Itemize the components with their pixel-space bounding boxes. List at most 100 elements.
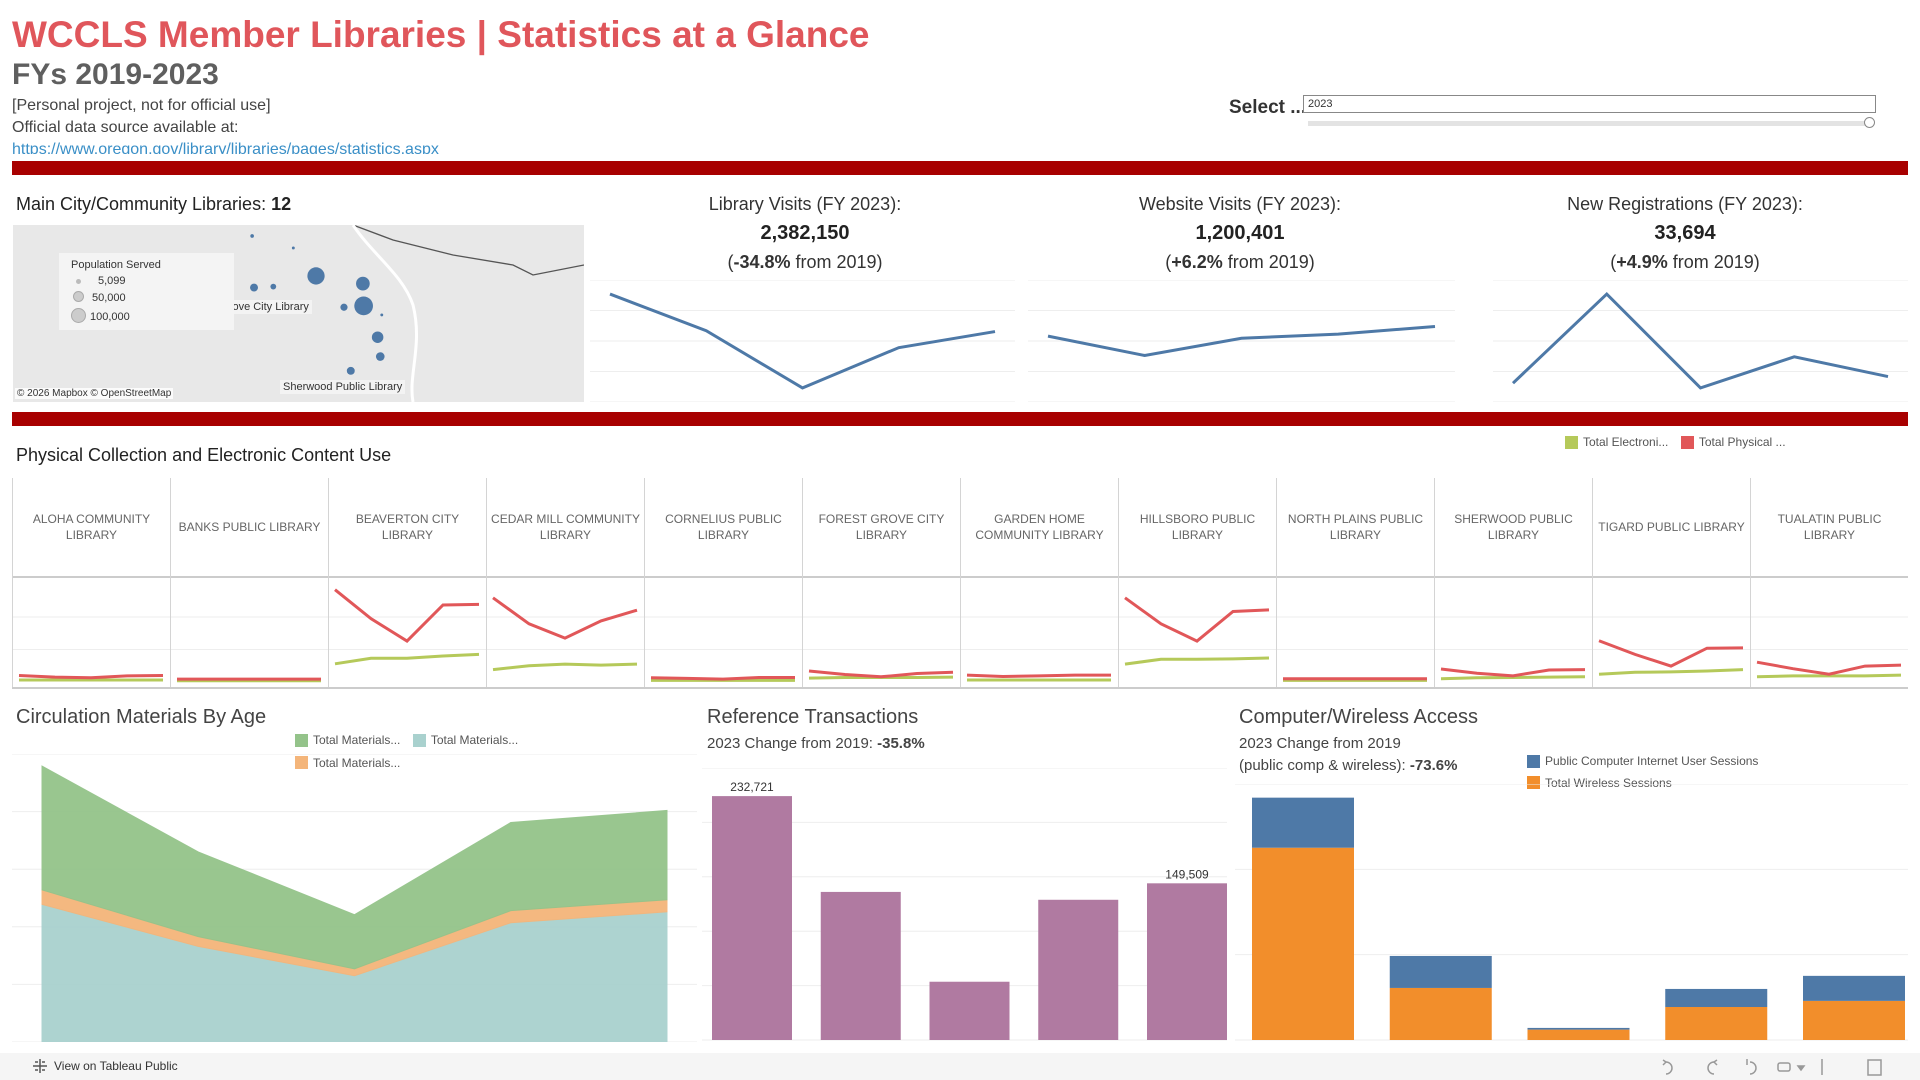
- computer-subtitle-1: 2023 Change from 2019: [1239, 735, 1401, 752]
- legend-item[interactable]: Total Materials...: [412, 733, 518, 747]
- swatch-icon: [1565, 435, 1578, 449]
- year-slider-track[interactable]: [1308, 121, 1870, 126]
- swatch-icon: [295, 733, 308, 747]
- swatch-icon: [295, 756, 308, 769]
- library-location-marker: [354, 296, 373, 316]
- circulation-area-chart[interactable]: [12, 754, 697, 1042]
- circulation-legend: Total Materials... Total Materials... To…: [295, 733, 555, 774]
- disclaimer-note: [Personal project, not for official use]: [12, 97, 271, 114]
- collection-small-multiples: ALOHA COMMUNITY LIBRARY BANKS PUBLIC LIBR…: [12, 478, 1908, 689]
- electronic-line: [334, 652, 480, 666]
- library-panel-header: FOREST GROVE CITY LIBRARY: [803, 478, 960, 578]
- dashboard-subtitle: FYs 2019-2023: [12, 58, 219, 91]
- kpi-change: (-34.8% from 2019): [727, 252, 883, 272]
- swatch-icon: [412, 733, 426, 747]
- reference-bar: [1038, 899, 1119, 1040]
- library-panel-header: CEDAR MILL COMMUNITY LIBRARY: [487, 478, 644, 578]
- map-attribution[interactable]: © 2026 Mapbox © OpenStreetMap: [15, 388, 174, 399]
- year-filter-input[interactable]: 2023: [1303, 95, 1876, 113]
- electronic-line: [1124, 656, 1270, 666]
- library-panel[interactable]: BANKS PUBLIC LIBRARY: [170, 478, 328, 687]
- library-panel-chart: [1593, 616, 1750, 676]
- library-panel-chart: [171, 616, 328, 683]
- swatch-icon: [1680, 435, 1694, 449]
- undo-icon[interactable]: [1665, 1061, 1673, 1075]
- computer-wireless-bar-chart[interactable]: [1235, 784, 1908, 1042]
- data-source-note: Official data source available at:: [12, 119, 239, 136]
- dropdown-icon[interactable]: [1796, 1065, 1806, 1072]
- library-panel-chart: [1119, 596, 1276, 666]
- library-panel[interactable]: BEAVERTON CITY LIBRARY: [328, 478, 486, 687]
- new-registrations-sparkline[interactable]: [1493, 280, 1908, 402]
- library-panel[interactable]: SHERWOOD PUBLIC LIBRARY: [1434, 478, 1592, 687]
- redo-icon[interactable]: [1707, 1061, 1715, 1075]
- electronic-line: [492, 662, 638, 672]
- revert-icon[interactable]: [1749, 1061, 1757, 1075]
- kpi-change: (+4.9% from 2019): [1610, 252, 1760, 272]
- small-circle-icon: [71, 275, 86, 287]
- electronic-line: [1440, 675, 1586, 681]
- collection-legend: Total Electroni... Total Physical ...: [1565, 435, 1794, 454]
- reference-bar-chart[interactable]: 232,721 149,509: [702, 768, 1227, 1042]
- kpi-title: Website Visits (FY 2023):: [1138, 194, 1342, 214]
- tableau-logo-icon: [33, 1059, 47, 1073]
- library-panel-chart: [1751, 616, 1908, 679]
- physical-line: [492, 596, 638, 640]
- year-filter-label: Select ...: [1229, 97, 1307, 118]
- divider-bar: [12, 161, 1908, 175]
- library-panel[interactable]: GARDEN HOME COMMUNITY LIBRARY: [960, 478, 1118, 687]
- library-panel[interactable]: FOREST GROVE CITY LIBRARY: [802, 478, 960, 687]
- library-map[interactable]: Forest Grove City Library Sherwood Publi…: [13, 225, 584, 402]
- library-panel-header: CORNELIUS PUBLIC LIBRARY: [645, 478, 802, 578]
- library-panel-header: TUALATIN PUBLIC LIBRARY: [1751, 478, 1908, 578]
- reference-bar: [820, 891, 901, 1040]
- library-location-marker: [250, 283, 258, 292]
- collection-title: Physical Collection and Electronic Conte…: [16, 445, 392, 465]
- computer-bar-segment: [1252, 797, 1354, 848]
- kpi-value: 1,200,401: [1195, 222, 1285, 244]
- river-line: [351, 225, 419, 402]
- library-panel-chart: [1435, 616, 1592, 681]
- kpi-value: 33,694: [1654, 222, 1716, 244]
- library-panel[interactable]: CORNELIUS PUBLIC LIBRARY: [644, 478, 802, 687]
- circulation-title: Circulation Materials By Age: [16, 706, 267, 728]
- fullscreen-icon[interactable]: [1867, 1059, 1882, 1076]
- library-panel-header: GARDEN HOME COMMUNITY LIBRARY: [961, 478, 1118, 578]
- legend-electronic[interactable]: Total Electroni...: [1565, 435, 1668, 449]
- view-on-tableau-button[interactable]: View on Tableau Public: [32, 1058, 178, 1074]
- year-slider-handle[interactable]: [1864, 117, 1875, 128]
- library-panel[interactable]: HILLSBORO PUBLIC LIBRARY: [1118, 478, 1276, 687]
- physical-line: [650, 675, 795, 681]
- website-visits-sparkline[interactable]: [1028, 280, 1455, 402]
- library-location-marker: [291, 246, 295, 250]
- library-panel[interactable]: TUALATIN PUBLIC LIBRARY: [1750, 478, 1908, 687]
- map-title: Main City/Community Libraries: 12: [16, 194, 291, 215]
- wireless-bar-segment: [1527, 1029, 1630, 1040]
- legend-item[interactable]: Total Materials...: [295, 733, 400, 747]
- library-panel[interactable]: CEDAR MILL COMMUNITY LIBRARY: [486, 478, 644, 687]
- physical-line: [808, 669, 954, 679]
- legend-item[interactable]: Total Wireless Sessions: [1527, 776, 1672, 790]
- divider-bar: [12, 412, 1908, 426]
- library-count: 12: [271, 194, 292, 214]
- library-visits-sparkline[interactable]: [590, 280, 1015, 402]
- large-circle-icon: [71, 308, 86, 326]
- legend-item[interactable]: Public Computer Internet User Sessions: [1527, 754, 1758, 768]
- bar-data-label: 232,721: [730, 780, 774, 794]
- library-panel[interactable]: ALOHA COMMUNITY LIBRARY: [12, 478, 170, 687]
- library-panel[interactable]: NORTH PLAINS PUBLIC LIBRARY: [1276, 478, 1434, 687]
- physical-line: [1598, 639, 1744, 668]
- library-panel-chart: [13, 616, 170, 682]
- kpi-website-visits: Website Visits (FY 2023): 1,200,401 (+6.…: [1030, 194, 1450, 273]
- tableau-toolbar: View on Tableau Public: [0, 1053, 1920, 1080]
- map-title-text: Main City/Community Libraries:: [16, 194, 272, 214]
- reference-title: Reference Transactions: [707, 706, 919, 728]
- data-source-link[interactable]: https://www.oregon.gov/library/libraries…: [12, 141, 439, 154]
- wireless-bar-segment: [1803, 1000, 1905, 1040]
- wireless-bar-segment: [1665, 1007, 1768, 1040]
- legend-item[interactable]: Total Materials...: [295, 756, 400, 770]
- library-location-marker: [346, 366, 355, 375]
- share-icon[interactable]: [1777, 1062, 1791, 1072]
- legend-physical[interactable]: Total Physical ...: [1680, 435, 1786, 449]
- library-panel[interactable]: TIGARD PUBLIC LIBRARY: [1592, 478, 1750, 687]
